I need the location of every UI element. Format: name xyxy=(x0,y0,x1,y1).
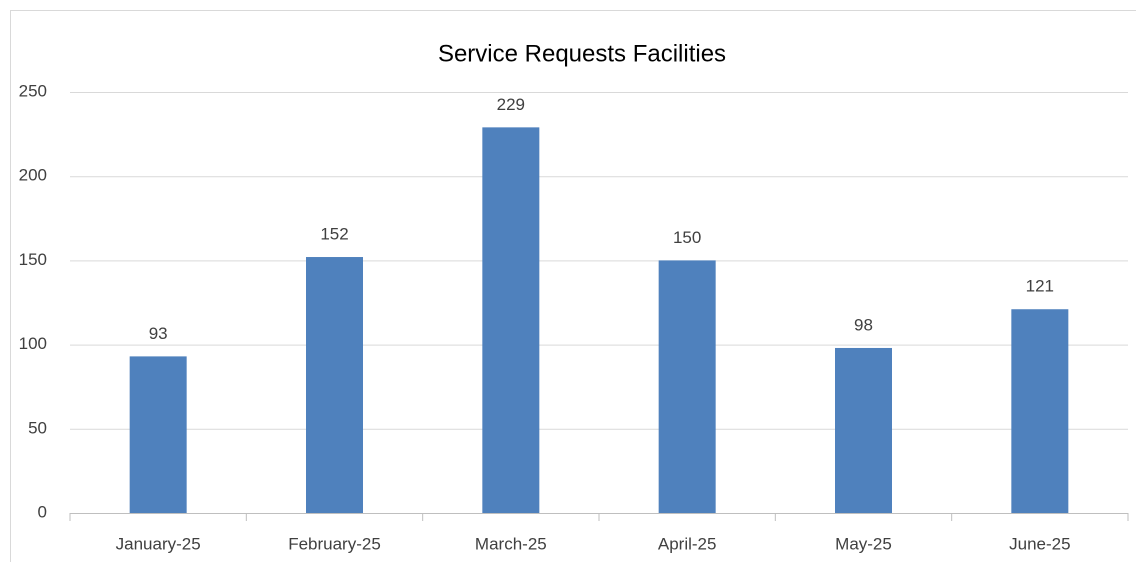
bar xyxy=(835,347,892,513)
y-tick-label: 200 xyxy=(19,166,47,185)
bar xyxy=(658,260,716,513)
bar xyxy=(129,356,187,513)
x-tick-label: January-25 xyxy=(116,534,201,553)
chart-title: Service Requests Facilities xyxy=(438,40,726,67)
y-tick-label: 150 xyxy=(19,250,47,269)
bar xyxy=(306,257,363,513)
x-tick-label: June-25 xyxy=(1009,534,1070,553)
chart-border xyxy=(10,10,1136,562)
data-label: 98 xyxy=(854,315,873,334)
data-label: 229 xyxy=(497,95,525,114)
y-tick-label: 100 xyxy=(19,334,47,353)
x-tick-label: April-25 xyxy=(658,534,717,553)
x-tick-label: May-25 xyxy=(835,534,892,553)
x-tick-label: March-25 xyxy=(475,534,547,553)
data-label: 150 xyxy=(673,228,701,247)
bar xyxy=(482,127,540,513)
x-tick-label: February-25 xyxy=(288,534,381,553)
bar xyxy=(1011,309,1069,513)
y-tick-label: 250 xyxy=(19,81,47,100)
data-label: 93 xyxy=(149,324,168,343)
data-label: 121 xyxy=(1026,277,1054,296)
y-tick-label: 0 xyxy=(38,502,47,521)
y-tick-label: 50 xyxy=(28,418,47,437)
data-label: 152 xyxy=(320,225,348,244)
